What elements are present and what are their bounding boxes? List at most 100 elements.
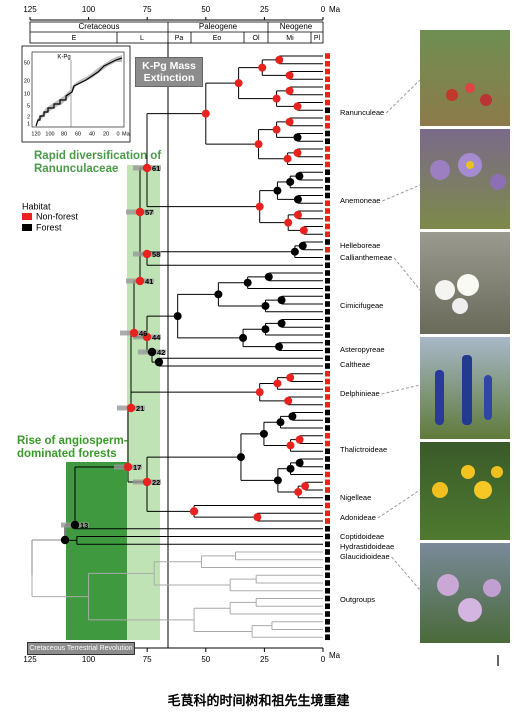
node-dot: [70, 520, 80, 530]
tip-state: [325, 184, 330, 191]
tip-state: [325, 262, 330, 269]
tribe-label: Ranunculeae: [340, 108, 384, 117]
tip-state: [325, 370, 330, 377]
leader-line: [381, 384, 421, 395]
node-dot: [243, 278, 252, 287]
node-age-label: 13: [80, 521, 88, 530]
top-tick-label: 0: [321, 5, 326, 14]
node-dot: [290, 247, 299, 256]
flower-spike: [462, 355, 472, 425]
tip-state: [325, 580, 330, 586]
period-label: Paleogene: [199, 22, 238, 31]
node-dot: [295, 172, 304, 181]
tribe-label: Delphinieae: [340, 389, 380, 398]
bottom-tick-label: 100: [82, 655, 96, 664]
node-dot: [286, 373, 295, 382]
flower: [483, 579, 501, 597]
tip-state: [325, 440, 330, 447]
tribe-label: Caltheae: [340, 360, 370, 369]
tip-state: [325, 324, 330, 331]
tip-state: [325, 215, 330, 222]
caption: 毛茛科的时间树和祖先生境重建: [167, 693, 350, 708]
rapid-diversification-band: [127, 165, 160, 640]
inset-xtick: 100: [45, 131, 54, 137]
flower-spike: [435, 370, 444, 425]
tip-state: [325, 301, 330, 307]
tip-state: [325, 409, 330, 416]
top-tick-label: 125: [23, 5, 37, 14]
tip-state: [325, 533, 330, 540]
tribe-label: Coptidoideae: [340, 532, 384, 541]
tip-state: [325, 68, 330, 75]
flower: [452, 298, 468, 314]
inset-xtick: 120: [31, 131, 40, 137]
tip-state: [325, 254, 330, 261]
epoch-label: Pl: [314, 35, 321, 42]
tip-state: [325, 60, 330, 67]
node-dot: [189, 507, 199, 516]
rise-annotation: Rise of angiosperm-dominated forests: [17, 435, 128, 461]
flower: [480, 94, 492, 106]
node-dot: [234, 79, 243, 88]
tip-state: [325, 363, 330, 369]
tip-state: [325, 153, 330, 160]
inset-unit: Ma: [122, 131, 131, 137]
leader-line: [385, 79, 421, 114]
node-dot: [293, 210, 302, 219]
tip-state: [325, 192, 330, 199]
flower: [437, 574, 459, 596]
node-dot: [142, 332, 152, 342]
period-dividers: [116, 22, 312, 43]
node-age-label: 17: [133, 463, 141, 472]
tip-state: [325, 107, 330, 114]
tip-state: [325, 432, 330, 439]
inset-label: K-Pg: [57, 55, 70, 61]
kpg-annotation: K-Pg Mass Extinction: [135, 57, 203, 87]
tip-state: [325, 595, 330, 602]
period-label: Cretaceous: [79, 22, 120, 31]
node-dot: [135, 276, 145, 286]
node-dot: [286, 177, 295, 186]
node-dot: [293, 195, 302, 204]
flower: [461, 465, 475, 479]
node-dot: [142, 477, 152, 487]
node-age-label: 42: [157, 348, 165, 357]
tribe-label: Outgroups: [340, 595, 375, 604]
legend-swatch: [22, 224, 32, 231]
tip-state: [325, 510, 330, 517]
tip-state: [325, 618, 330, 625]
bottom-tick-label: 0: [321, 655, 326, 664]
leader-line: [393, 257, 421, 291]
node-dot: [276, 418, 285, 427]
tribe-label: Thalictroideae: [340, 445, 387, 454]
legend-title: Habitat: [22, 201, 51, 211]
tip-state: [325, 401, 330, 408]
node-dot: [258, 63, 267, 72]
tip-state: [325, 456, 330, 462]
node-dot: [253, 513, 262, 522]
node-dot: [142, 163, 152, 173]
epoch-label: E: [72, 35, 77, 42]
time-scale-box: [29, 21, 324, 44]
tip-state: [325, 425, 330, 431]
node-dot: [298, 241, 307, 250]
flower: [432, 482, 448, 498]
tip-state: [325, 316, 330, 323]
node-dot: [285, 117, 294, 126]
node-age-label: 46: [139, 329, 147, 338]
inset-ytick: 5: [27, 103, 30, 109]
tip-state: [325, 587, 330, 594]
bottom-tick-label: 25: [260, 655, 269, 664]
tip-state: [325, 518, 330, 524]
ctr-annotation: Cretaceous Terrestrial Revolution: [27, 642, 135, 655]
inset-xtick: 60: [75, 131, 81, 137]
node-dot: [301, 482, 310, 491]
node-dot: [264, 272, 273, 281]
node-dot: [126, 403, 136, 413]
node-dots: [60, 55, 310, 545]
node-dot: [236, 453, 245, 462]
tip-state: [325, 339, 330, 346]
tip-state: [325, 277, 330, 284]
tip-state: [325, 487, 330, 493]
tribe-label: Nigelleae: [340, 493, 371, 502]
